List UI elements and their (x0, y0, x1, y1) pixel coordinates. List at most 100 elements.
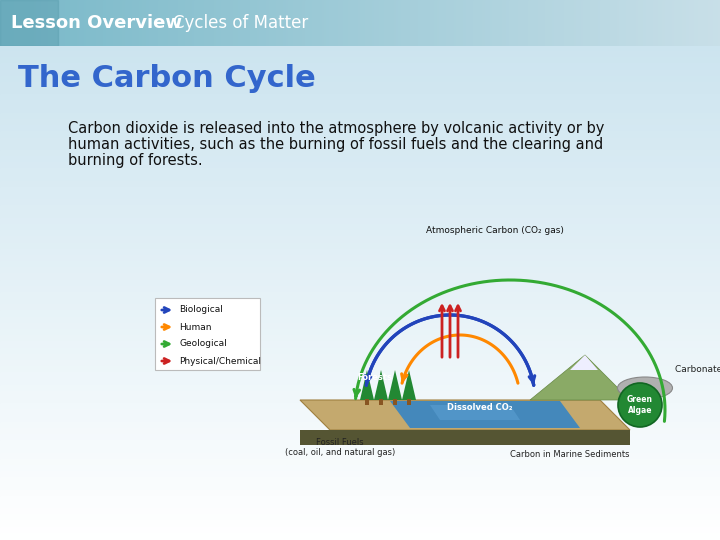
Bar (660, 0, 663, 46)
Text: human activities, such as the burning of fossil fuels and the clearing and: human activities, such as the burning of… (68, 137, 603, 152)
Bar (0, 255, 720, 262)
Bar (365, 0, 368, 46)
Bar (535, 0, 539, 46)
Bar (310, 0, 312, 46)
Bar (0, 391, 720, 398)
Bar (218, 0, 222, 46)
Bar (0, 88, 720, 95)
Bar (0, 57, 720, 64)
Text: Forests: Forests (358, 373, 392, 382)
Bar (281, 0, 284, 46)
Bar (0, 249, 720, 256)
Bar (475, 0, 478, 46)
Bar (624, 0, 627, 46)
Bar (5, 0, 8, 46)
Circle shape (618, 383, 662, 427)
Bar (333, 0, 337, 46)
Bar (329, 0, 332, 46)
Bar (225, 0, 229, 46)
Bar (336, 0, 339, 46)
Bar (0, 168, 720, 176)
Bar (300, 0, 303, 46)
Bar (523, 0, 526, 46)
Bar (675, 0, 678, 46)
Bar (374, 0, 377, 46)
Bar (0, 100, 720, 107)
Bar (698, 0, 701, 46)
Bar (581, 0, 584, 46)
Bar (235, 0, 238, 46)
Bar (490, 0, 492, 46)
Bar (499, 0, 503, 46)
Bar (684, 0, 687, 46)
Bar (240, 0, 243, 46)
Bar (0, 526, 720, 534)
Bar (96, 0, 99, 46)
Bar (545, 0, 548, 46)
Bar (451, 0, 454, 46)
Bar (367, 0, 370, 46)
Bar (665, 0, 668, 46)
Bar (353, 0, 356, 46)
Bar (639, 0, 642, 46)
Bar (0, 323, 720, 330)
Text: Carbon in Marine Sediments: Carbon in Marine Sediments (510, 450, 630, 459)
Bar (590, 0, 593, 46)
Bar (72, 0, 75, 46)
Bar (0, 0, 58, 46)
Bar (631, 0, 634, 46)
Bar (470, 0, 474, 46)
Bar (396, 0, 399, 46)
Bar (518, 0, 521, 46)
Bar (221, 0, 224, 46)
Bar (108, 0, 111, 46)
Bar (207, 0, 210, 46)
Bar (634, 0, 636, 46)
Bar (393, 399, 397, 405)
Bar (0, 199, 720, 206)
Bar (0, 76, 720, 83)
Bar (171, 0, 174, 46)
Bar (629, 0, 632, 46)
Bar (583, 0, 586, 46)
Bar (497, 0, 500, 46)
Bar (418, 0, 420, 46)
Bar (549, 0, 553, 46)
Bar (0, 329, 720, 336)
Bar (245, 0, 248, 46)
Bar (252, 0, 255, 46)
Bar (230, 0, 233, 46)
Bar (264, 0, 267, 46)
Bar (153, 0, 157, 46)
Bar (297, 0, 301, 46)
Bar (0, 94, 720, 102)
Bar (0, 125, 720, 132)
Bar (0, 174, 720, 182)
Bar (434, 0, 438, 46)
Text: Fossil Fuels
(coal, oil, and natural gas): Fossil Fuels (coal, oil, and natural gas… (285, 438, 395, 457)
Polygon shape (570, 355, 598, 370)
Bar (0, 0, 3, 46)
Bar (369, 0, 373, 46)
Bar (228, 0, 231, 46)
Bar (142, 0, 145, 46)
Bar (197, 0, 200, 46)
Bar (0, 131, 720, 139)
Bar (461, 0, 464, 46)
Bar (708, 0, 711, 46)
Bar (655, 0, 658, 46)
Bar (504, 0, 507, 46)
Bar (0, 440, 720, 447)
Bar (0, 508, 720, 515)
Polygon shape (388, 370, 402, 400)
Bar (595, 0, 598, 46)
Bar (0, 514, 720, 522)
Bar (243, 0, 246, 46)
Bar (60, 0, 63, 46)
Bar (0, 316, 720, 324)
Bar (574, 0, 577, 46)
Bar (459, 0, 462, 46)
Bar (593, 0, 596, 46)
Bar (538, 0, 541, 46)
Text: Human: Human (179, 322, 212, 332)
